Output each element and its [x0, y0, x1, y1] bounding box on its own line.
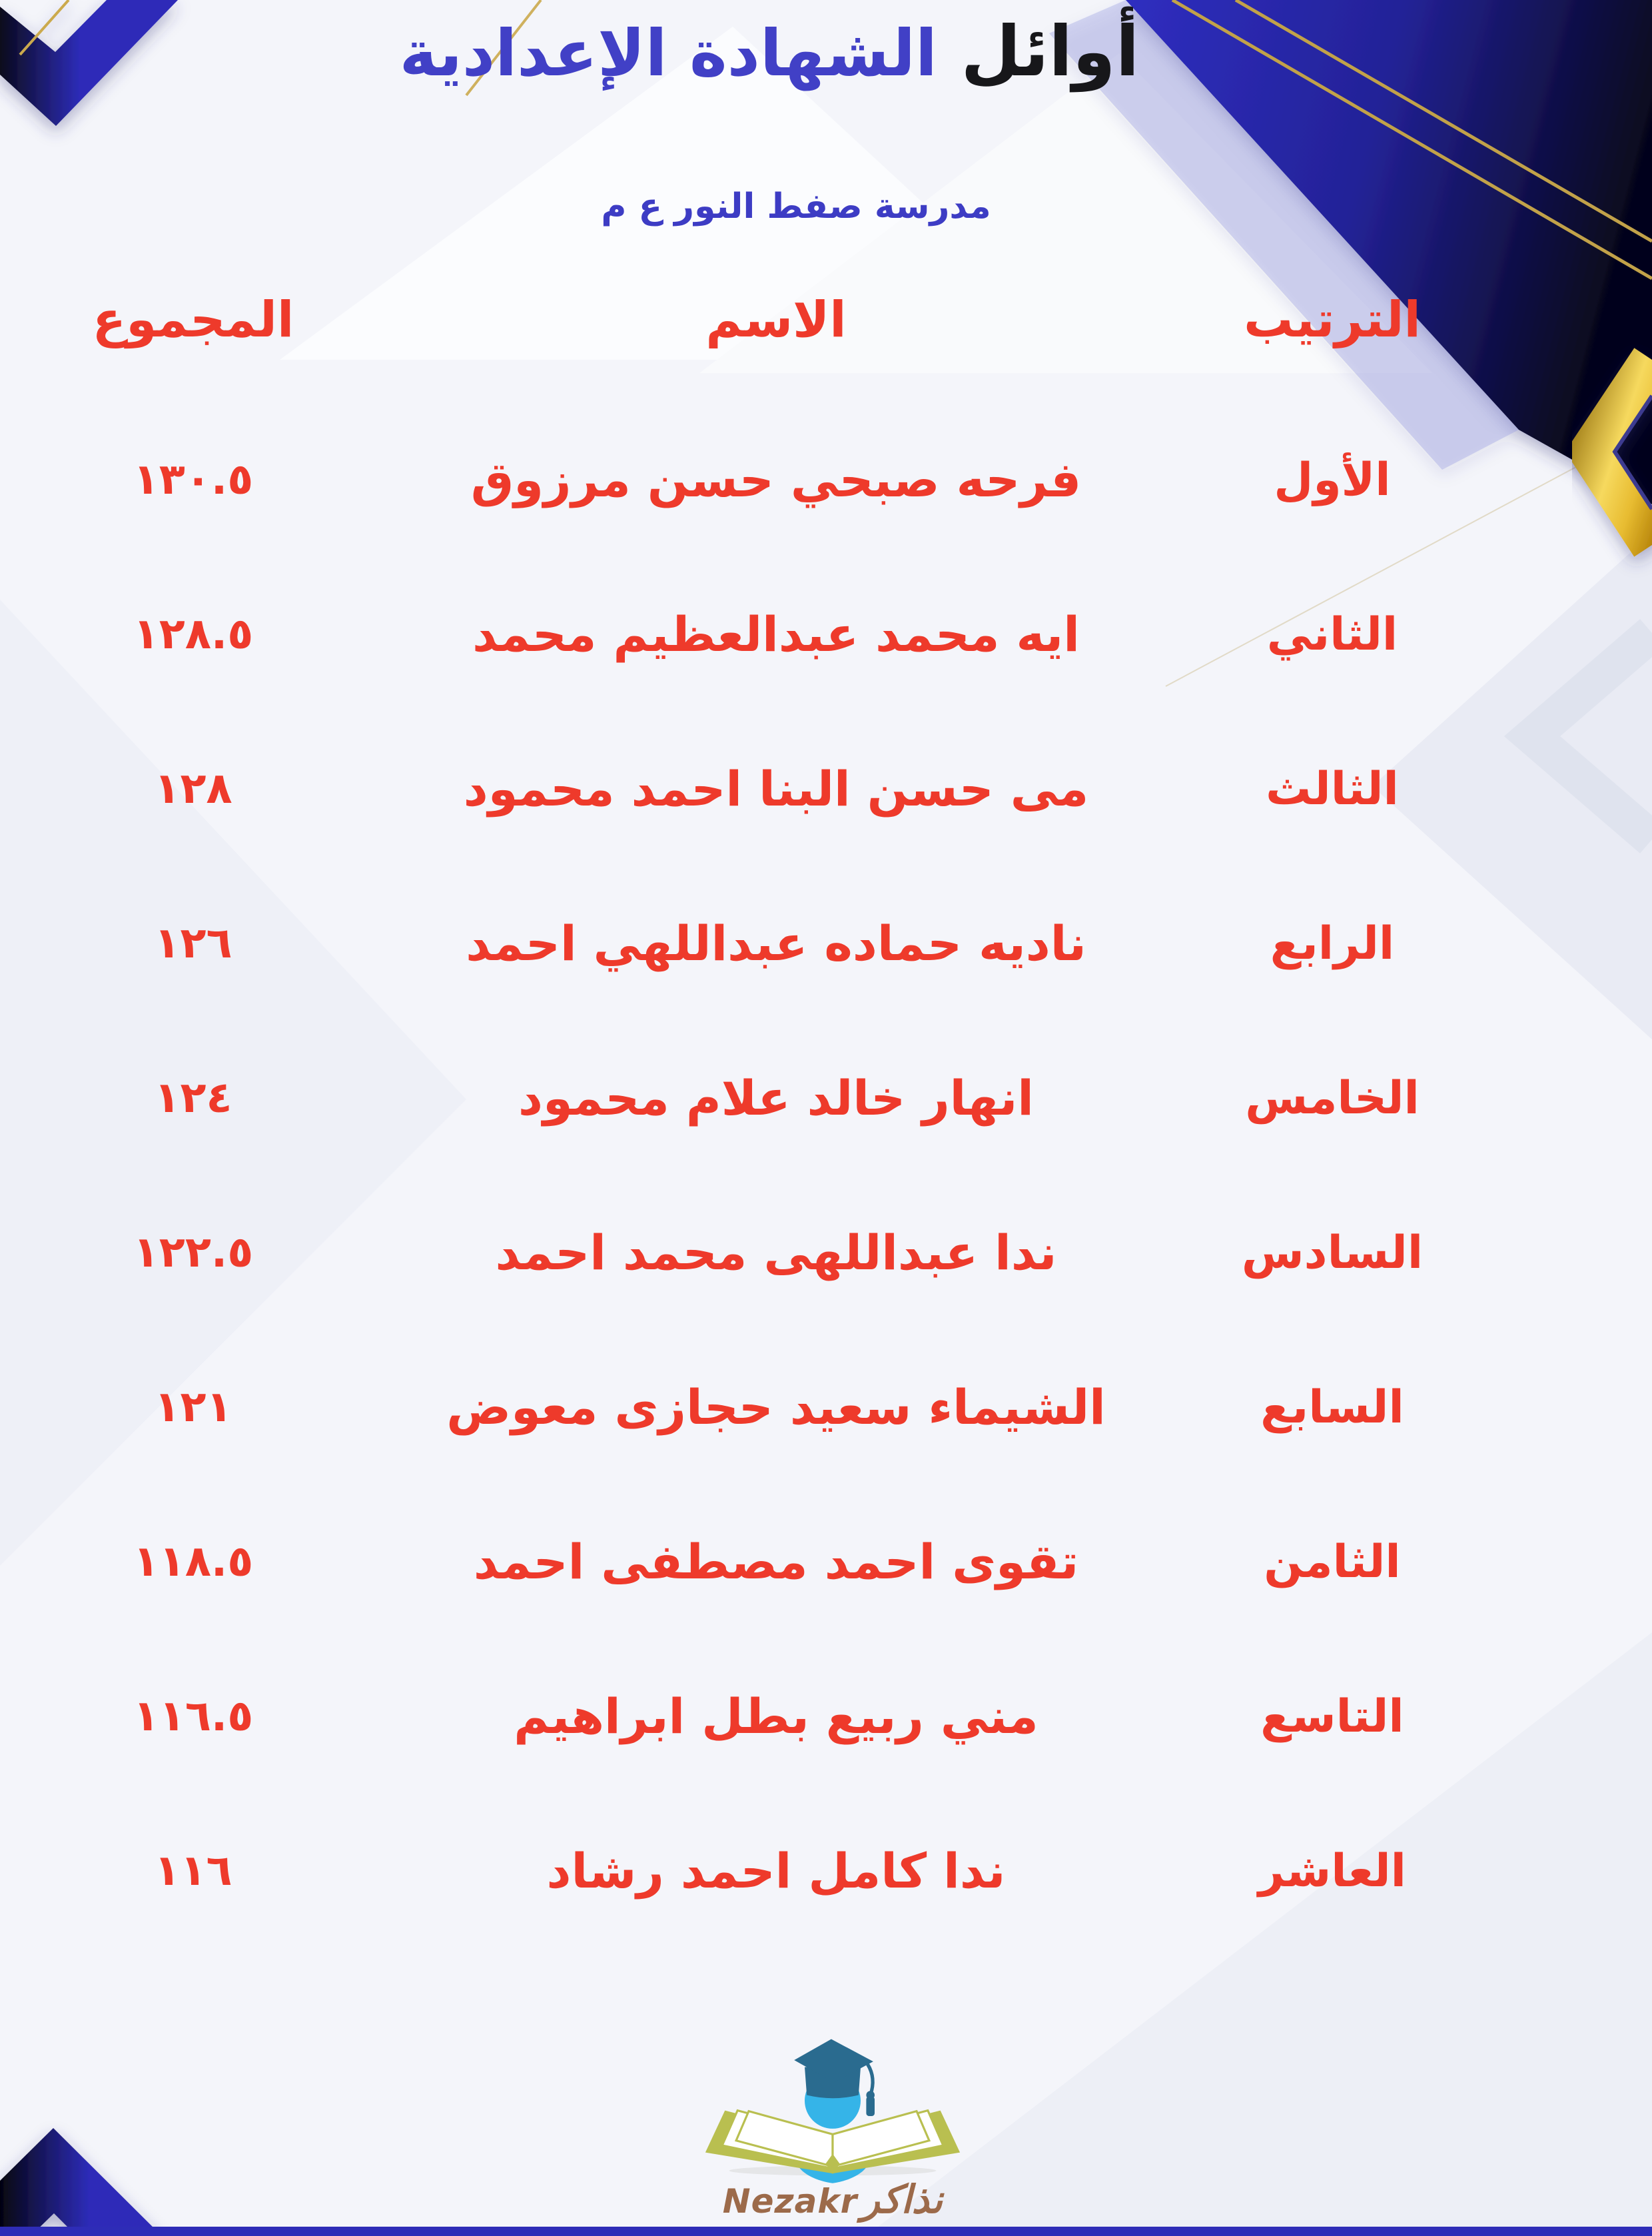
total-cell: ١٣٠.٥ — [133, 455, 254, 504]
name-cell: ندا كامل احمد رشاد — [546, 1843, 1006, 1899]
total-cell: ١٢٨ — [154, 764, 232, 814]
title-rest: الشهادة الإعدادية — [399, 16, 937, 91]
name-cell: الشيماء سعيد حجازى معوض — [446, 1379, 1106, 1435]
total-cell: ١٢٦ — [154, 919, 232, 968]
table-row: الثالث مى حسن البنا احمد محمود ١٢٨ — [0, 712, 1652, 866]
gold-chevron-icon — [1565, 348, 1652, 557]
total-cell: ١١٦ — [154, 1846, 232, 1896]
rank-cell: التاسع — [1260, 1690, 1404, 1743]
rank-cell: السادس — [1241, 1226, 1424, 1279]
total-cell: ١١٨.٥ — [133, 1537, 254, 1586]
table-row: السابع الشيماء سعيد حجازى معوض ١٢١ — [0, 1330, 1652, 1484]
total-cell: ١٢١ — [154, 1383, 232, 1432]
table-row: الثامن تقوى احمد مصطفى احمد ١١٨.٥ — [0, 1484, 1652, 1639]
rank-cell: العاشر — [1258, 1844, 1406, 1898]
logo-arabic-text: نذاكر — [861, 2177, 943, 2222]
rank-cell: الثاني — [1266, 608, 1398, 661]
nezakr-logo: نذاكر Nezakr — [693, 2032, 973, 2222]
table-row: التاسع مني ربيع بطل ابراهيم ١١٦.٥ — [0, 1639, 1652, 1794]
name-cell: ندا عبداللهى محمد احمد — [495, 1225, 1057, 1281]
logo-wordmark: نذاكر Nezakr — [693, 2177, 973, 2222]
name-column-header: الاسم — [705, 291, 847, 348]
results-table: الأول فرحه صبحي حسن مرزوق ١٣٠.٥ الثاني ا… — [0, 402, 1652, 1948]
total-cell: ١١٦.٥ — [133, 1692, 254, 1741]
name-cell: ايه محمد عبدالعظيم محمد — [472, 606, 1080, 662]
bottom-left-chevron-icon — [0, 2128, 162, 2236]
table-row: السادس ندا عبداللهى محمد احمد ١٢٢.٥ — [0, 1175, 1652, 1330]
gold-accent-line — [465, 0, 542, 97]
name-cell: انهار خالد علام محمود — [518, 1070, 1034, 1126]
table-row: الرابع ناديه حماده عبداللهي احمد ١٢٦ — [0, 866, 1652, 1021]
rank-column-header: الترتيب — [1244, 291, 1421, 348]
rank-cell: الأول — [1274, 453, 1391, 506]
name-cell: مني ربيع بطل ابراهيم — [514, 1688, 1038, 1744]
background-facets — [0, 27, 1652, 2236]
total-cell: ١٢٨.٥ — [133, 610, 254, 659]
top-right-ribbon — [1049, 0, 1652, 504]
table-row: الأول فرحه صبحي حسن مرزوق ١٣٠.٥ — [0, 402, 1652, 557]
table-row: العاشر ندا كامل احمد رشاد ١١٦ — [0, 1794, 1652, 1948]
rank-cell: الخامس — [1245, 1071, 1420, 1125]
logo-latin-text: Nezakr — [722, 2182, 858, 2221]
top-left-chevron-icon — [0, 0, 178, 126]
name-cell: تقوى احمد مصطفى احمد — [473, 1534, 1079, 1590]
page-title: أوائل الشهادة الإعدادية — [0, 11, 1595, 92]
total-cell: ١٢٢.٥ — [133, 1228, 254, 1277]
nezakr-logo-graphic — [705, 2039, 961, 2183]
name-cell: فرحه صبحي حسن مرزوق — [470, 452, 1082, 508]
table-header-row: الترتيب الاسم المجموع — [0, 253, 1652, 386]
name-cell: ناديه حماده عبداللهي احمد — [466, 915, 1086, 971]
name-cell: مى حسن البنا احمد محمود — [463, 761, 1089, 817]
rank-cell: السابع — [1260, 1381, 1404, 1434]
school-name: مدرسة صفط النور ع م — [601, 187, 991, 227]
bottom-bar — [0, 2227, 1652, 2236]
rank-cell: الرابع — [1270, 917, 1395, 970]
open-book-icon — [705, 2109, 961, 2175]
table-row: الخامس انهار خالد علام محمود ١٢٤ — [0, 1021, 1652, 1175]
total-column-header: المجموع — [92, 291, 294, 348]
total-cell: ١٢٤ — [154, 1073, 232, 1123]
graduation-cap-icon — [794, 2039, 873, 2099]
title-lead-word: أوائل — [961, 11, 1140, 92]
tassel-icon — [866, 2063, 875, 2116]
table-row: الثاني ايه محمد عبدالعظيم محمد ١٢٨.٥ — [0, 557, 1652, 712]
rank-cell: الثالث — [1266, 762, 1399, 816]
rank-cell: الثامن — [1264, 1535, 1401, 1588]
